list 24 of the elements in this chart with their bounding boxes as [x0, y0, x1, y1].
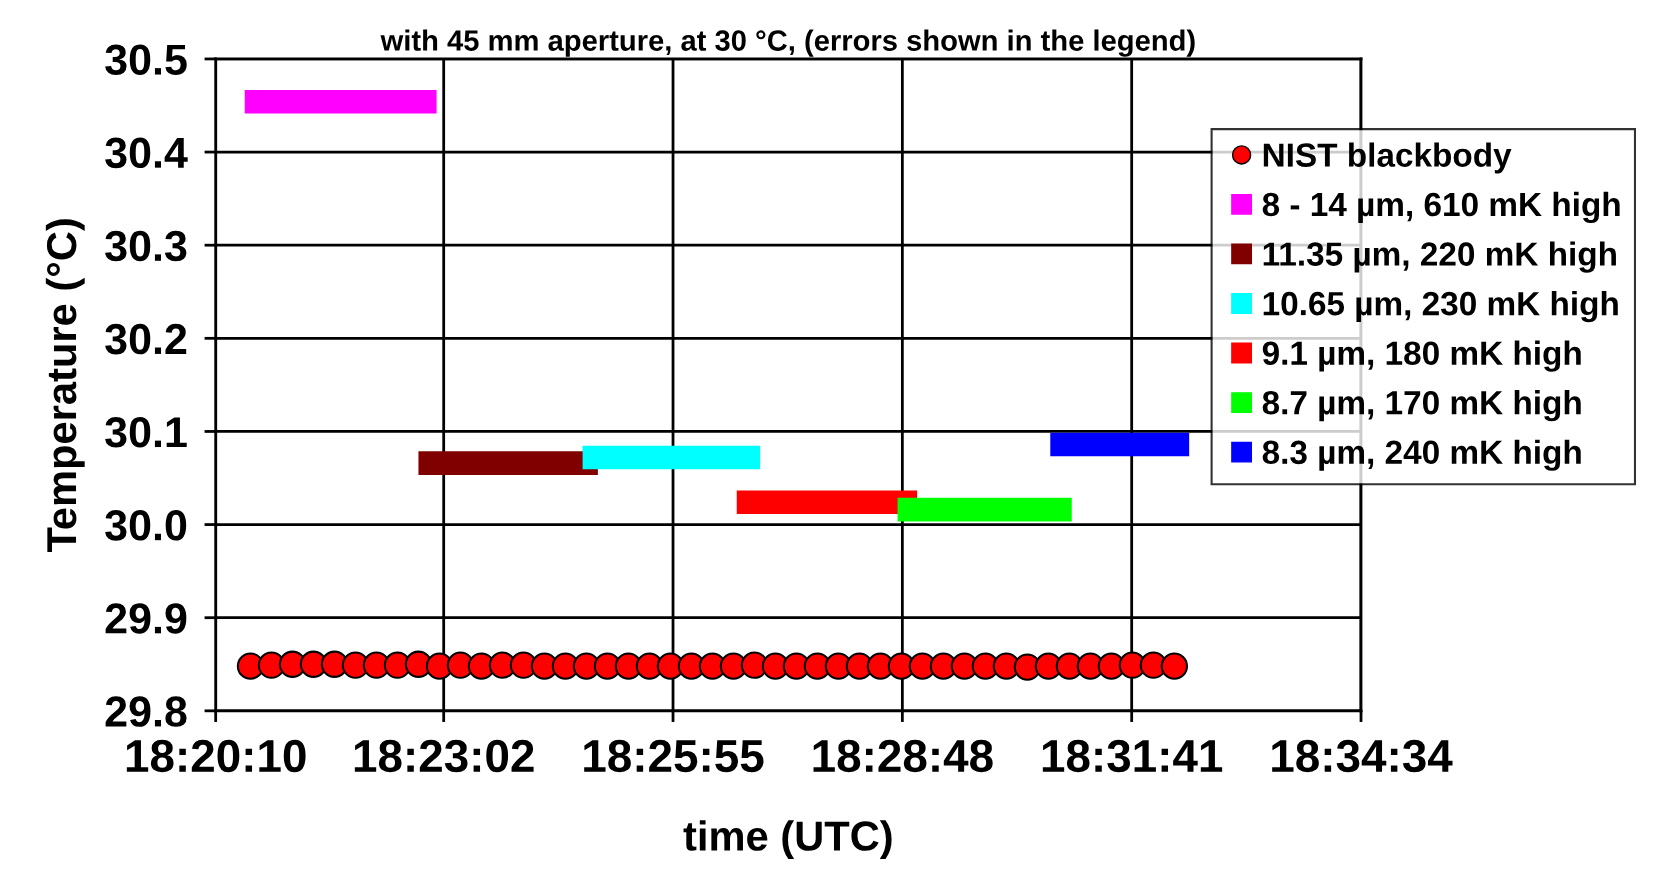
x-tick-label: 18:23:02 [354, 739, 534, 773]
y-tick-label: 30.0 [105, 510, 187, 541]
x-tick-label: 18:25:55 [584, 739, 764, 773]
x-tick-label: 18:34:34 [1272, 739, 1453, 773]
y-tick-label: 29.8 [105, 696, 187, 727]
chart-title: with 45 mm aperture, at 30 °C, (errors shown in the legend) [380, 29, 1195, 57]
legend-label: 8 - 14 µm, 610 mK high [1262, 191, 1620, 224]
y-tick-label: 30.3 [105, 230, 187, 262]
legend-label: 9.1 µm, 180 mK high [1262, 340, 1581, 372]
x-tick-label: 18:28:48 [813, 739, 993, 773]
legend-label: 8.3 µm, 240 mK high [1262, 439, 1581, 471]
y-tick-label: 29.9 [105, 603, 187, 634]
y-tick-label: 30.4 [105, 137, 188, 169]
y-tick-label: 30.1 [105, 416, 187, 448]
x-tick-label: 18:31:41 [1042, 739, 1223, 773]
x-axis-title: time (UTC) [683, 820, 892, 860]
y-tick-label: 30.2 [105, 323, 187, 355]
legend-label: 8.7 µm, 170 mK high [1262, 390, 1581, 422]
y-axis-title: Temperature (°C) [45, 219, 85, 553]
legend-label: 11.35 µm, 220 mK high [1263, 241, 1616, 273]
y-tick-label: 30.5 [105, 44, 187, 76]
legend-label: NIST blackbody [1263, 142, 1512, 174]
legend-label: 10.65 µm, 230 mK high [1263, 290, 1618, 323]
x-tick-label: 18:20:10 [126, 739, 306, 773]
